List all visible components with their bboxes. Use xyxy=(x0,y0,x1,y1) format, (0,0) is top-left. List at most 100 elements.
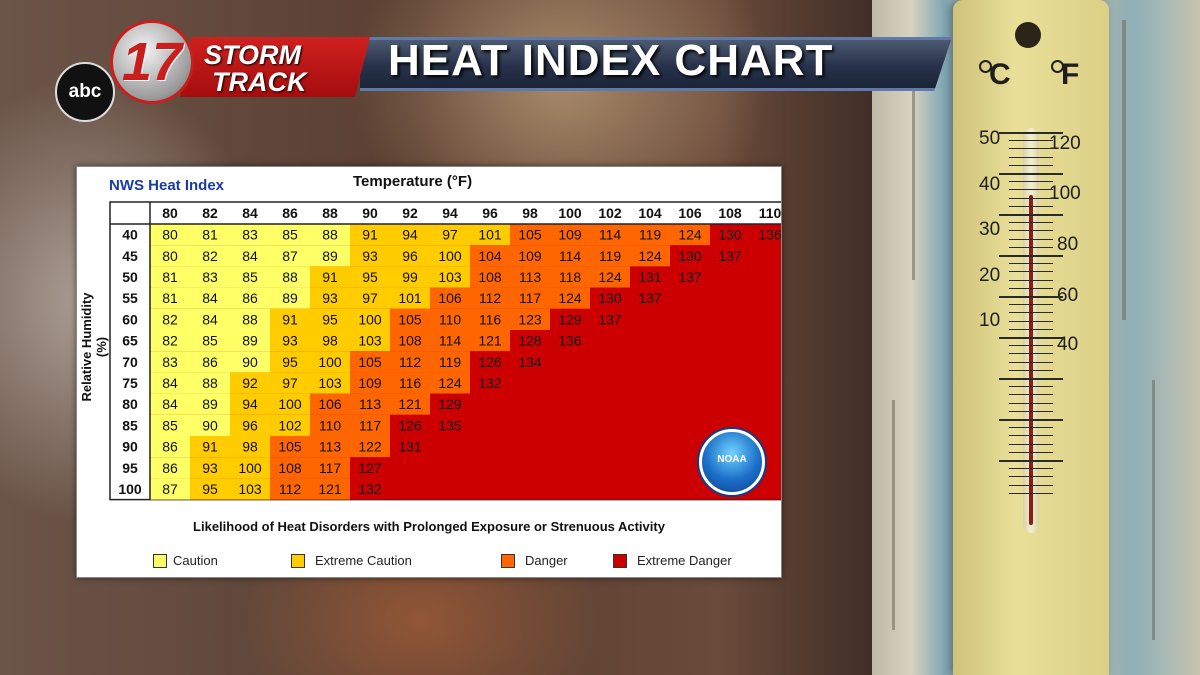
heat-cell-value: 100 xyxy=(438,248,462,264)
heat-cell xyxy=(230,372,270,394)
heat-cell-value: 101 xyxy=(478,227,502,243)
heat-cell-value: 83 xyxy=(202,269,218,285)
heat-cell xyxy=(350,478,390,500)
page-title: HEAT INDEX CHART xyxy=(388,36,834,85)
heat-cell-value: 81 xyxy=(202,227,218,243)
degree-symbol xyxy=(979,60,992,73)
heat-cell-value: 130 xyxy=(598,290,622,306)
heat-cell xyxy=(270,287,310,309)
heat-cell xyxy=(350,457,390,479)
thermometer-tick xyxy=(999,337,1063,339)
heat-cell-value: 137 xyxy=(678,269,702,285)
heat-cell-value: 95 xyxy=(202,481,218,497)
heat-cell xyxy=(710,245,750,267)
heat-cell-value: 137 xyxy=(718,248,742,264)
x-tick-label: 110 xyxy=(759,205,781,221)
heat-cell-value: 110 xyxy=(319,417,342,433)
thermometer-tick xyxy=(1009,279,1053,281)
heat-cell xyxy=(470,308,510,330)
fahrenheit-label: 120 xyxy=(1049,133,1081,154)
heat-cell-value: 103 xyxy=(438,269,462,285)
heat-cell xyxy=(190,308,230,330)
heat-cell xyxy=(190,436,230,458)
heat-cell-value: 103 xyxy=(318,375,342,391)
heat-cell xyxy=(310,393,350,415)
heat-cell-value: 81 xyxy=(162,290,178,306)
heat-cell-value: 124 xyxy=(598,269,622,285)
thermometer-tick xyxy=(1009,164,1053,166)
heat-cell-value: 90 xyxy=(242,354,258,370)
heat-cell-value: 130 xyxy=(678,248,702,264)
heat-cell-value: 134 xyxy=(518,354,542,370)
thermometer-tick xyxy=(1009,140,1053,142)
heat-cell-value: 82 xyxy=(162,333,178,349)
heat-cell xyxy=(510,351,550,373)
heat-cell-value: 121 xyxy=(478,333,502,349)
heat-cell xyxy=(190,393,230,415)
heat-cell xyxy=(270,457,310,479)
thermometer-tick xyxy=(1009,492,1053,494)
heat-cell xyxy=(430,224,470,246)
heat-cell-value: 97 xyxy=(442,227,458,243)
heat-cell xyxy=(430,308,470,330)
heat-cell-value: 88 xyxy=(322,227,338,243)
heat-cell xyxy=(150,266,190,288)
heat-cell-value: 82 xyxy=(162,311,178,327)
heat-cell-value: 114 xyxy=(599,227,622,243)
heat-cell xyxy=(350,372,390,394)
y-tick-label: 100 xyxy=(118,481,142,497)
heat-cell-value: 113 xyxy=(319,439,342,455)
heat-cell xyxy=(390,308,430,330)
heat-cell xyxy=(350,245,390,267)
heat-cell-value: 89 xyxy=(242,333,258,349)
heat-cell-value: 88 xyxy=(282,269,298,285)
y-tick-label: 90 xyxy=(122,439,138,455)
heat-cell-value: 112 xyxy=(279,481,302,497)
heat-cell xyxy=(190,457,230,479)
heat-cell-value: 130 xyxy=(718,227,742,243)
fahrenheit-label: 80 xyxy=(1057,234,1079,255)
heat-cell-value: 114 xyxy=(559,248,582,264)
heat-cell xyxy=(470,287,510,309)
heat-cell-value: 88 xyxy=(242,311,258,327)
heat-cell xyxy=(390,351,430,373)
title-banner xyxy=(360,37,952,91)
y-tick-label: 55 xyxy=(122,290,138,306)
thermometer-tick xyxy=(999,132,1063,134)
heat-cell xyxy=(150,351,190,373)
heat-cell-value: 112 xyxy=(399,354,422,370)
thermometer-tick xyxy=(1009,345,1053,347)
thermometer-tick xyxy=(1009,410,1053,412)
thermometer-tick xyxy=(1009,484,1053,486)
heat-cell xyxy=(510,330,550,352)
heat-cell xyxy=(550,308,590,330)
heat-cell-value: 100 xyxy=(278,396,302,412)
heat-cell xyxy=(270,436,310,458)
heat-cell xyxy=(190,287,230,309)
heat-cell xyxy=(230,266,270,288)
heat-cell xyxy=(310,351,350,373)
thermometer-tick xyxy=(1009,451,1053,453)
thermometer-tick xyxy=(999,214,1063,216)
thermometer-tick xyxy=(1009,156,1053,158)
heat-cell xyxy=(390,287,430,309)
heat-cell xyxy=(630,266,670,288)
heat-cell-value: 109 xyxy=(518,248,542,264)
brand-line-1: STORM xyxy=(204,40,302,70)
heat-cell xyxy=(550,287,590,309)
celsius-label: 30 xyxy=(979,219,1001,240)
heat-cell-value: 117 xyxy=(319,460,342,476)
noaa-logo-text: NOAA xyxy=(717,454,747,465)
heat-cell xyxy=(430,287,470,309)
heat-cell xyxy=(150,308,190,330)
heat-cell xyxy=(230,436,270,458)
heat-cell-value: 93 xyxy=(202,460,218,476)
heat-cell-value: 108 xyxy=(278,460,302,476)
heat-cell xyxy=(750,224,781,246)
y-tick-label: 80 xyxy=(122,396,138,412)
legend-caution: Caution xyxy=(173,553,218,568)
heat-cell-value: 131 xyxy=(638,269,662,285)
heat-cell-value: 88 xyxy=(202,375,218,391)
thermometer-tick xyxy=(1009,230,1053,232)
legend-swatch-extreme-danger xyxy=(613,554,627,568)
